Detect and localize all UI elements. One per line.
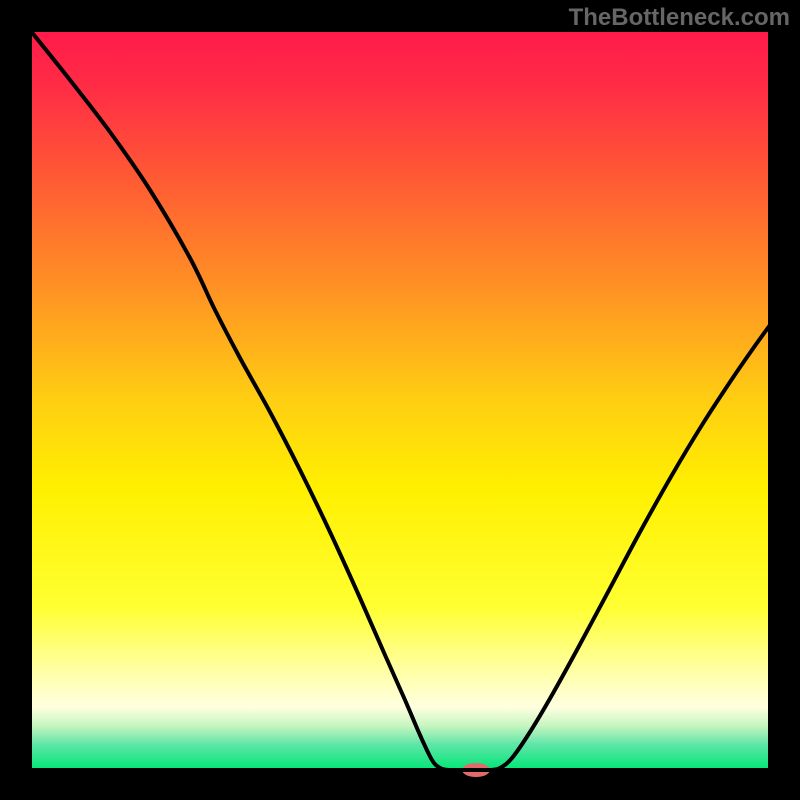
chart-container: TheBottleneck.com	[0, 0, 800, 800]
watermark-text: TheBottleneck.com	[569, 4, 790, 32]
bottleneck-chart	[0, 0, 800, 800]
chart-gradient-bg	[30, 30, 770, 770]
